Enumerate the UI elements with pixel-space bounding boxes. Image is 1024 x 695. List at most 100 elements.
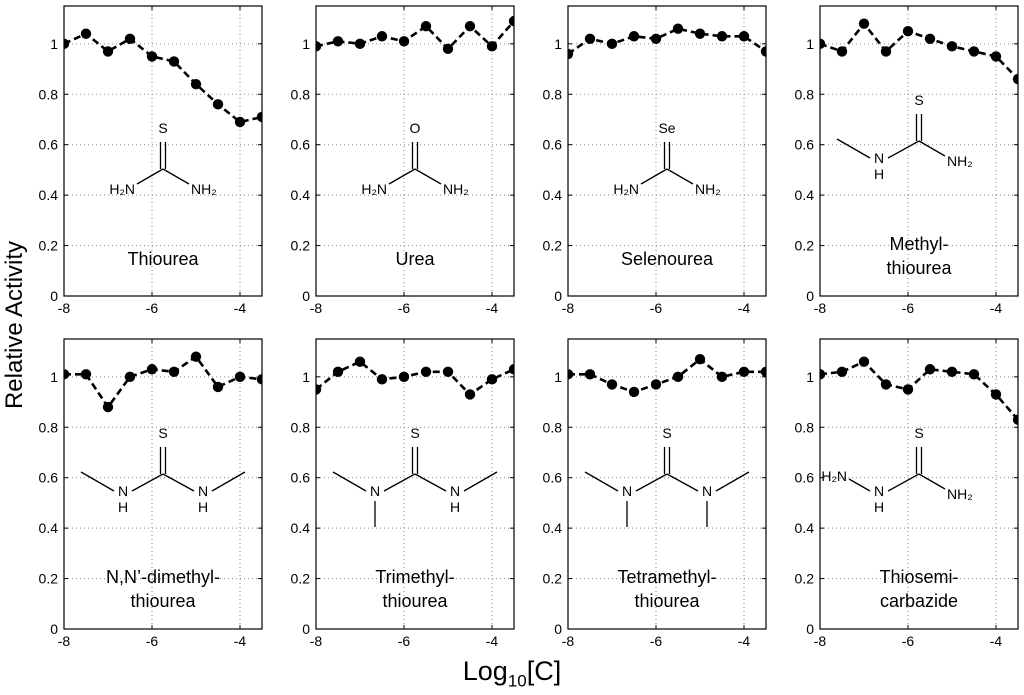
x-tick-label: -8 bbox=[814, 633, 827, 649]
series-line bbox=[316, 20, 514, 51]
data-point bbox=[354, 356, 366, 367]
data-point bbox=[316, 41, 322, 52]
data-point bbox=[420, 366, 432, 377]
data-point bbox=[508, 15, 514, 27]
atom-label-top: S bbox=[158, 425, 167, 441]
atom-label-right: NH₂ bbox=[443, 181, 469, 197]
data-point bbox=[968, 46, 980, 57]
atom-label-top: S bbox=[914, 425, 923, 441]
y-tick-label: 0 bbox=[302, 288, 310, 304]
chart-panel: -8 -6 -4 0 0.2 0.4 0.6 0.8 1 Methyl-thiourea S NH NH… bbox=[795, 5, 1019, 316]
data-point bbox=[102, 401, 114, 413]
y-tick-label: 0.6 bbox=[543, 470, 563, 486]
bond bbox=[918, 473, 946, 490]
y-axis-label: Relative Activity bbox=[1, 241, 28, 409]
y-tick-label: 0.4 bbox=[291, 520, 311, 536]
compound-label: thiourea bbox=[886, 258, 952, 278]
data-point bbox=[508, 364, 514, 375]
y-tick-label: 0 bbox=[50, 621, 58, 637]
structure-diagram: S N N bbox=[584, 425, 750, 527]
x-tick-label: -6 bbox=[146, 300, 159, 316]
x-tick-label: -4 bbox=[738, 300, 751, 316]
atom-label-h: H bbox=[874, 166, 884, 182]
x-tick-label: -6 bbox=[902, 300, 915, 316]
y-tick-label: 0.2 bbox=[543, 571, 563, 587]
data-point bbox=[628, 386, 640, 398]
atom-label-top: O bbox=[410, 120, 421, 136]
data-point bbox=[146, 364, 158, 375]
data-point bbox=[464, 389, 476, 400]
bond bbox=[666, 473, 699, 492]
data-series bbox=[820, 356, 1018, 425]
y-tick-label: 0.6 bbox=[39, 137, 59, 153]
data-point bbox=[64, 38, 70, 50]
data-point bbox=[716, 371, 728, 383]
x-tick-label: -6 bbox=[398, 300, 411, 316]
bond bbox=[463, 471, 498, 492]
atom-label-left: H₂N bbox=[109, 181, 135, 197]
data-point bbox=[924, 364, 936, 375]
atom-label-h: H bbox=[118, 499, 128, 515]
data-point bbox=[990, 389, 1002, 400]
atom-label-top: Se bbox=[658, 120, 675, 136]
data-point bbox=[398, 371, 410, 383]
y-tick-label: 0.4 bbox=[795, 187, 815, 203]
data-point bbox=[464, 20, 476, 32]
x-tick-label: -8 bbox=[562, 300, 575, 316]
x-axis-label-base: Log bbox=[462, 656, 508, 686]
x-tick-label: -6 bbox=[902, 633, 915, 649]
compound-label: Methyl- bbox=[889, 234, 948, 254]
y-tick-label: 0.2 bbox=[39, 238, 59, 254]
atom-label-left: H₂N bbox=[613, 181, 639, 197]
y-tick-label: 0.8 bbox=[795, 86, 815, 102]
atom-label-h: H bbox=[198, 499, 208, 515]
data-point bbox=[650, 379, 662, 390]
data-point bbox=[836, 46, 848, 57]
x-tick-label: -6 bbox=[650, 300, 663, 316]
data-point bbox=[316, 384, 322, 395]
y-tick-label: 0.6 bbox=[795, 470, 815, 486]
data-point bbox=[256, 374, 262, 385]
y-tick-label: 0.8 bbox=[291, 419, 311, 435]
y-tick-label: 0 bbox=[806, 621, 814, 637]
bond bbox=[136, 168, 164, 185]
y-tick-label: 0.8 bbox=[39, 419, 59, 435]
series-line bbox=[316, 360, 514, 397]
axes-frame bbox=[567, 5, 767, 297]
x-tick-label: -6 bbox=[146, 633, 159, 649]
bond bbox=[635, 473, 668, 492]
series-line bbox=[64, 32, 262, 124]
structure-diagram: S NH NH₂ bbox=[836, 92, 973, 182]
bond bbox=[666, 168, 694, 185]
data-point bbox=[376, 374, 388, 385]
compound-label: Urea bbox=[395, 249, 435, 269]
y-tick-label: 0.8 bbox=[39, 86, 59, 102]
y-tick-label: 0 bbox=[50, 288, 58, 304]
atom-label-n: N bbox=[198, 483, 208, 499]
data-point bbox=[190, 351, 202, 362]
chart-panel: -8 -6 -4 0 0.2 0.4 0.6 0.8 1 N,N’-dimethyl-thiour… bbox=[39, 338, 263, 649]
data-point bbox=[716, 31, 728, 42]
data-point bbox=[738, 366, 750, 377]
data-point bbox=[760, 366, 766, 377]
atom-label-n: N bbox=[702, 483, 712, 499]
axes-frame bbox=[315, 5, 515, 297]
y-tick-label: 1 bbox=[50, 369, 58, 385]
data-point bbox=[80, 28, 92, 39]
series-line bbox=[568, 27, 766, 55]
series-line bbox=[568, 357, 766, 394]
atom-label-n: N bbox=[370, 483, 380, 499]
data-point bbox=[606, 379, 618, 390]
compound-label: thiourea bbox=[130, 591, 196, 611]
y-tick-label: 0.6 bbox=[795, 137, 815, 153]
series-line bbox=[64, 354, 262, 410]
y-tick-label: 0.4 bbox=[543, 187, 563, 203]
data-point bbox=[234, 371, 246, 383]
bond bbox=[887, 473, 920, 492]
y-tick-label: 0.4 bbox=[39, 187, 59, 203]
data-point bbox=[332, 366, 344, 377]
x-tick-label: -8 bbox=[310, 633, 323, 649]
y-tick-label: 0.8 bbox=[795, 419, 815, 435]
